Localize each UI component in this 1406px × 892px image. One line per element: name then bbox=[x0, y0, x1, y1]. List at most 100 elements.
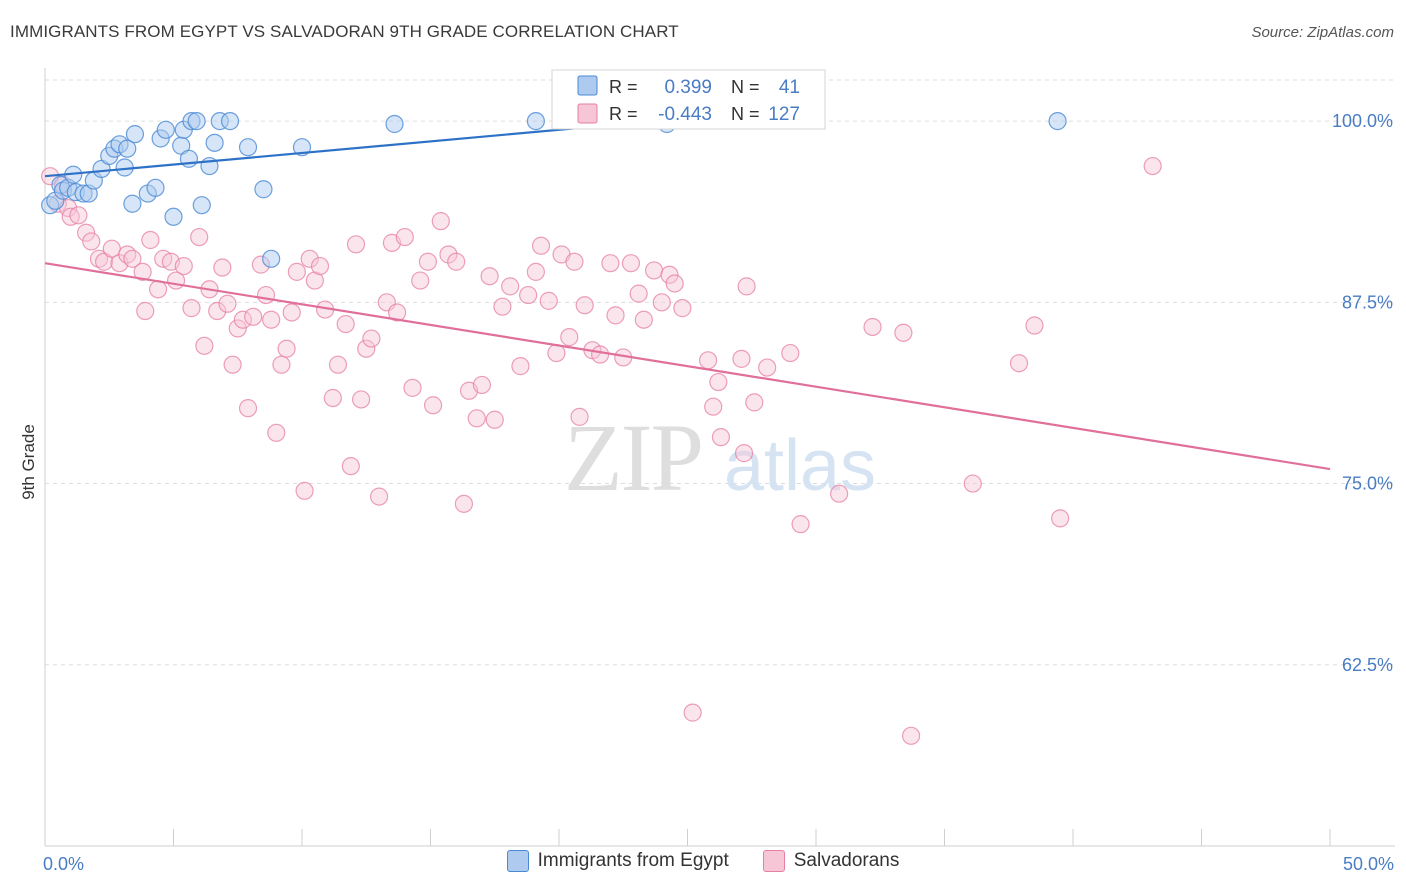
salvadorans-trend-line bbox=[44, 262, 1331, 471]
x-tick-label: 50.0% bbox=[1343, 854, 1394, 874]
salvadorans-point bbox=[454, 494, 474, 513]
salvadorans-point bbox=[830, 484, 849, 503]
legend-n-value-pink: 127 bbox=[768, 104, 800, 125]
salvadorans-point bbox=[370, 487, 389, 506]
salvadorans-point bbox=[1025, 316, 1044, 335]
legend-r-label-blue: R = bbox=[609, 77, 638, 97]
salvadorans-point bbox=[526, 262, 545, 281]
egypt-point bbox=[187, 111, 206, 131]
egypt-point bbox=[164, 207, 183, 226]
salvadorans-point bbox=[704, 397, 723, 416]
salvadorans-point bbox=[501, 277, 520, 296]
salvadorans-point bbox=[190, 227, 209, 247]
salvadorans-point bbox=[328, 355, 348, 374]
egypt-point bbox=[292, 138, 312, 157]
salvadorans-point bbox=[539, 291, 558, 310]
correlation-legend: R = 0.399 N = 41 R = -0.443 N = 127 bbox=[551, 69, 826, 130]
salvadorans-point bbox=[963, 474, 982, 493]
salvadorans-point bbox=[565, 252, 584, 271]
salvadorans-point bbox=[89, 249, 109, 268]
salvadorans-point bbox=[485, 410, 504, 429]
salvadorans-point bbox=[480, 267, 499, 286]
salvadorans-point bbox=[411, 271, 430, 290]
egypt-point bbox=[526, 111, 545, 131]
y-tick-label: 100.0% bbox=[1332, 111, 1393, 131]
salvadorans-point bbox=[218, 294, 237, 313]
egypt-point bbox=[1048, 111, 1067, 131]
x-tick-label: 0.0% bbox=[43, 854, 84, 874]
salvadorans-point bbox=[591, 345, 610, 364]
legend-r-value-blue: 0.399 bbox=[664, 77, 712, 98]
legend-swatch-egypt bbox=[506, 850, 529, 872]
salvadorans-point bbox=[629, 284, 648, 303]
y-tick-labels: 62.5% 75.0% 87.5% 100.0% bbox=[1332, 111, 1393, 675]
salvadorans-point bbox=[621, 254, 641, 273]
salvadorans-point bbox=[1143, 156, 1162, 176]
y-axis-label: 9th Grade bbox=[19, 424, 38, 500]
salvadorans-point bbox=[737, 277, 756, 296]
legend-item-salvadorans[interactable]: Salvadorans bbox=[762, 850, 899, 872]
legend-label-egypt: Immigrants from Egypt bbox=[537, 850, 729, 871]
salvadorans-point bbox=[277, 339, 296, 358]
salvadorans-point bbox=[228, 319, 247, 338]
salvadorans-point bbox=[403, 378, 422, 397]
egypt-point bbox=[123, 194, 142, 213]
legend-swatch-salvadorans bbox=[762, 850, 785, 872]
salvadorans-point bbox=[531, 236, 551, 255]
salvadorans-point bbox=[472, 375, 491, 395]
salvadorans-point bbox=[732, 349, 751, 368]
legend-r-value-pink: -0.443 bbox=[658, 104, 712, 125]
salvadorans-point bbox=[901, 726, 921, 745]
salvadorans-point bbox=[519, 285, 538, 305]
legend-swatch-blue bbox=[577, 75, 598, 96]
y-tick-label: 62.5% bbox=[1342, 655, 1393, 675]
egypt-points bbox=[41, 111, 1067, 268]
salvadorans-point bbox=[575, 296, 594, 315]
salvadorans-point bbox=[439, 245, 458, 264]
salvadorans-point bbox=[511, 357, 530, 376]
legend-r-label-pink: R = bbox=[609, 104, 638, 124]
salvadorans-point bbox=[346, 235, 366, 254]
salvadorans-point bbox=[665, 274, 684, 293]
salvadorans-point bbox=[863, 317, 882, 337]
salvadorans-point bbox=[272, 355, 291, 374]
salvadorans-point bbox=[352, 390, 371, 409]
watermark-atlas: atlas bbox=[724, 426, 876, 506]
salvadorans-point bbox=[208, 301, 227, 321]
salvadorans-point bbox=[673, 299, 692, 318]
salvadorans-point bbox=[341, 457, 360, 476]
egypt-point bbox=[385, 114, 404, 134]
salvadorans-point bbox=[447, 252, 466, 271]
salvadorans-point bbox=[256, 285, 276, 305]
salvadorans-point bbox=[493, 297, 512, 316]
salvadorans-point bbox=[1051, 509, 1070, 528]
salvadorans-point bbox=[61, 207, 80, 226]
salvadorans-point bbox=[606, 306, 625, 325]
salvadorans-point bbox=[82, 232, 101, 251]
salvadorans-point bbox=[233, 310, 252, 329]
salvadorans-point bbox=[77, 223, 96, 242]
legend-item-egypt[interactable]: Immigrants from Egypt bbox=[506, 850, 729, 872]
egypt-point bbox=[146, 178, 165, 197]
salvadorans-point bbox=[781, 343, 800, 363]
salvadorans-point bbox=[745, 393, 764, 412]
salvadorans-point bbox=[601, 254, 620, 273]
egypt-point bbox=[262, 249, 281, 268]
salvadorans-point bbox=[1009, 354, 1029, 373]
legend-n-label-blue: N = bbox=[731, 77, 760, 97]
y-tick-label: 87.5% bbox=[1342, 292, 1393, 312]
salvadorans-point bbox=[698, 351, 718, 370]
salvadorans-point bbox=[362, 329, 381, 348]
salvadorans-point bbox=[305, 271, 324, 290]
salvadorans-point bbox=[282, 303, 301, 322]
salvadorans-point bbox=[336, 314, 355, 334]
salvadorans-point bbox=[660, 265, 679, 284]
salvadorans-point bbox=[213, 258, 232, 277]
y-tick-label: 75.0% bbox=[1342, 474, 1393, 494]
salvadorans-point bbox=[894, 323, 913, 342]
series-legend: Immigrants from Egypt Salvadorans bbox=[0, 850, 1406, 872]
salvadorans-point bbox=[323, 388, 342, 408]
egypt-point bbox=[192, 196, 211, 215]
legend-n-label-pink: N = bbox=[731, 104, 760, 124]
